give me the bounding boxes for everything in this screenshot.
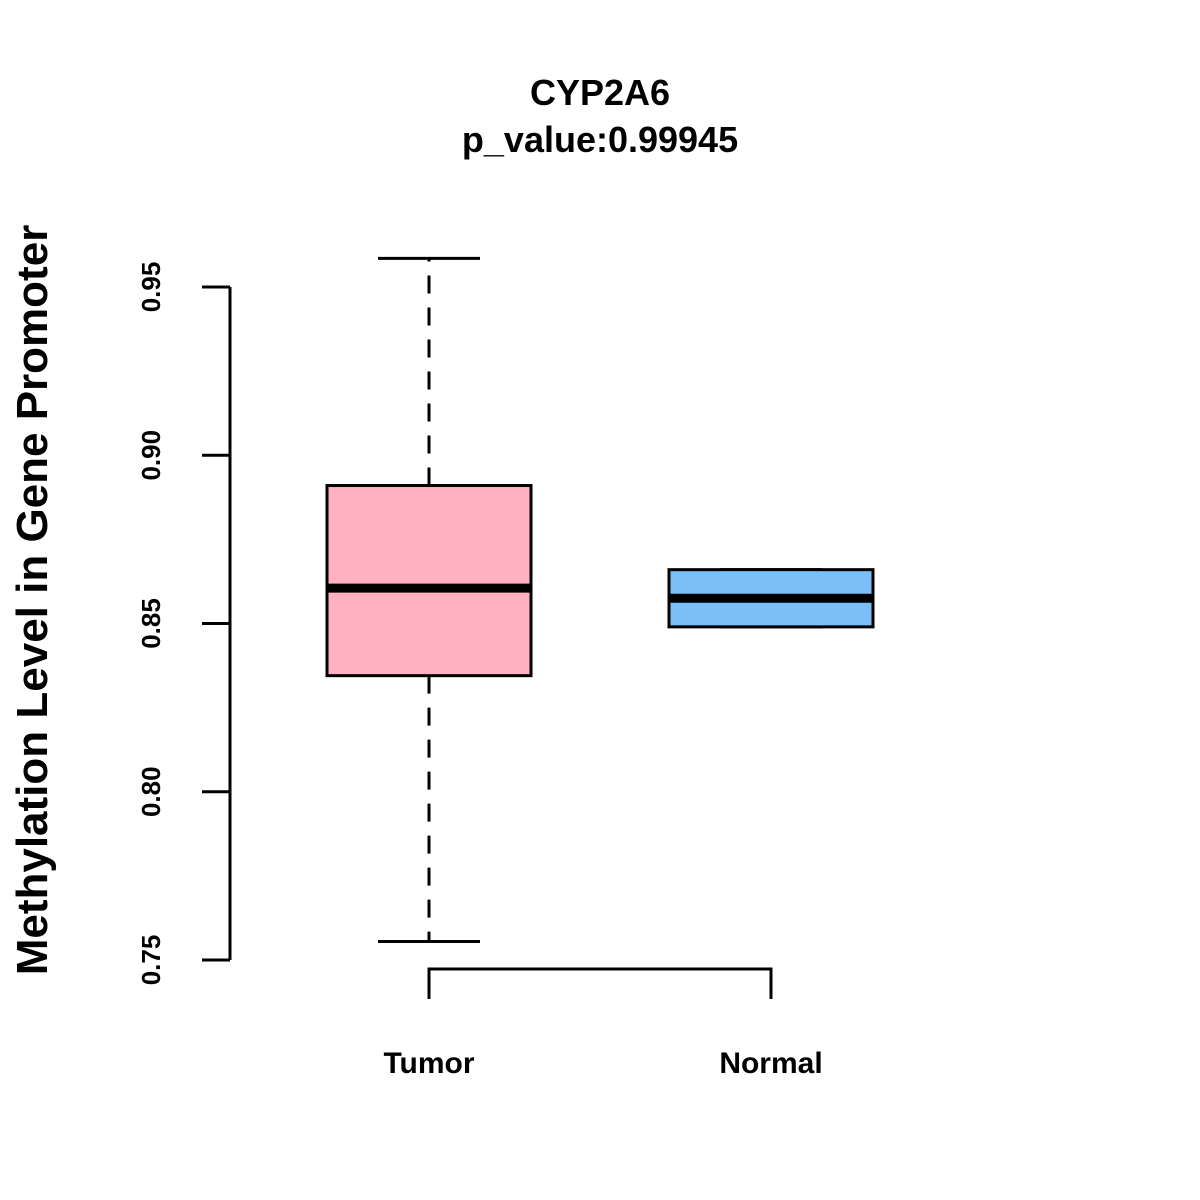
y-tick-label: 0.90 xyxy=(136,430,166,481)
y-tick-label: 0.75 xyxy=(136,935,166,986)
box-iqr xyxy=(325,484,533,678)
box-series xyxy=(325,256,875,943)
bracket-line xyxy=(427,967,773,999)
y-tick-label: 0.85 xyxy=(136,598,166,649)
chart-title: CYP2A6 xyxy=(530,72,670,113)
y-tick-label: 0.95 xyxy=(136,262,166,313)
x-category-label: Tumor xyxy=(383,1047,474,1080)
x-category-label: Normal xyxy=(719,1047,822,1080)
box-normal xyxy=(667,568,875,629)
chart-subtitle: p_value:0.99945 xyxy=(462,119,738,160)
comparison-bracket xyxy=(427,967,773,999)
box-tumor xyxy=(325,256,533,943)
y-tick-label: 0.80 xyxy=(136,766,166,817)
x-category-labels: Tumor Normal xyxy=(383,1047,822,1080)
y-axis: 0.75 0.80 0.85 0.90 0.95 xyxy=(136,262,232,986)
y-axis-label: Methylation Level in Gene Promoter xyxy=(8,225,57,976)
